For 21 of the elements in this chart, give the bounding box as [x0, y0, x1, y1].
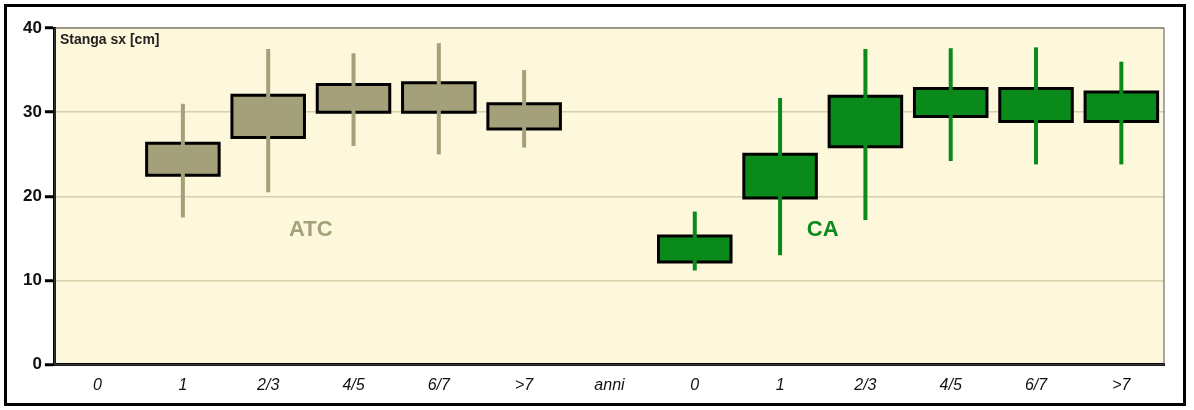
x-tick-label: 0 — [93, 375, 103, 393]
y-tick-label: 30 — [22, 101, 42, 121]
x-tick-label: anni — [594, 375, 626, 393]
x-tick-label: 0 — [690, 375, 700, 393]
y-tick-label: 10 — [22, 270, 42, 290]
x-tick-label: 2/3 — [853, 375, 877, 393]
y-tick-label: 0 — [32, 354, 42, 374]
x-tick-label: 6/7 — [427, 375, 452, 393]
x-tick-label: 4/5 — [342, 375, 365, 393]
x-tick-label: >7 — [1112, 375, 1132, 393]
x-tick-label: >7 — [515, 375, 535, 393]
y-tick-label: 20 — [22, 186, 42, 206]
x-tick-label: 1 — [775, 375, 785, 393]
y-tick-label: 40 — [22, 17, 42, 37]
text: ATC — [289, 216, 333, 242]
series-label: CA — [806, 216, 839, 242]
y-axis-title: Stanga sx [cm] — [59, 30, 160, 47]
x-tick-label: 1 — [178, 375, 188, 393]
x-tick-label: 2/3 — [256, 375, 280, 393]
x-tick-label: 6/7 — [1024, 375, 1049, 393]
x-tick-label: 4/5 — [939, 375, 962, 393]
